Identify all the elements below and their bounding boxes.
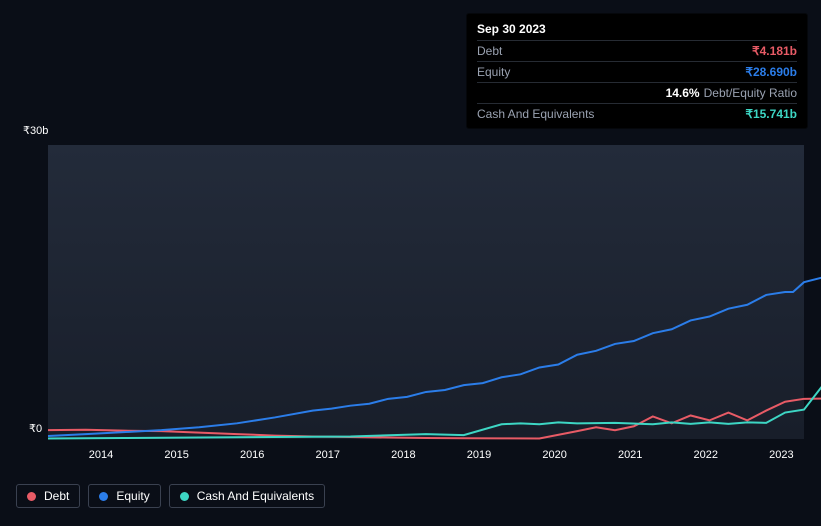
x-axis-tick: 2018 [391, 449, 415, 461]
tooltip-label: Debt [477, 44, 752, 58]
legend-item-debt[interactable]: Debt [16, 484, 80, 508]
tooltip-label: Cash And Equivalents [477, 107, 745, 121]
legend-dot-icon [99, 492, 108, 501]
x-axis-tick: 2022 [694, 449, 718, 461]
series-equity [48, 158, 821, 436]
legend-item-equity[interactable]: Equity [88, 484, 160, 508]
x-axis-labels: 2014 2015 2016 2017 2018 2019 2020 2021 2022 2023 [48, 449, 804, 465]
tooltip-ratio-label: Debt/Equity Ratio [704, 86, 797, 100]
legend-dot-icon [180, 492, 189, 501]
series-debt [48, 398, 821, 438]
tooltip-row-debt: Debt ₹4.181b [477, 40, 797, 61]
tooltip-value: ₹15.741b [745, 107, 797, 121]
tooltip-row-equity: Equity ₹28.690b [477, 61, 797, 82]
legend-label: Equity [116, 489, 149, 503]
x-axis-tick: 2014 [89, 449, 113, 461]
tooltip-ratio-value: 14.6% [666, 86, 700, 100]
legend-label: Debt [44, 489, 69, 503]
tooltip-label [477, 86, 666, 100]
tooltip-label: Equity [477, 65, 745, 79]
chart-legend: Debt Equity Cash And Equivalents [16, 484, 325, 508]
x-axis-tick: 2017 [316, 449, 340, 461]
tooltip-date: Sep 30 2023 [477, 20, 797, 40]
x-axis-tick: 2019 [467, 449, 491, 461]
y-axis-max: ₹30b [23, 124, 48, 137]
chart-svg [48, 145, 821, 439]
chart-tooltip: Sep 30 2023 Debt ₹4.181b Equity ₹28.690b… [467, 14, 807, 128]
legend-label: Cash And Equivalents [197, 489, 314, 503]
legend-item-cash-and-equivalents[interactable]: Cash And Equivalents [169, 484, 325, 508]
tooltip-value: ₹4.181b [752, 44, 797, 58]
x-axis-tick: 2020 [542, 449, 566, 461]
x-axis-tick: 2023 [769, 449, 793, 461]
tooltip-value: ₹28.690b [745, 65, 797, 79]
tooltip-row-ratio: 14.6% Debt/Equity Ratio [477, 82, 797, 103]
x-axis-tick: 2015 [164, 449, 188, 461]
chart-plot-area[interactable] [48, 145, 804, 439]
series-cash-and-equivalents [48, 285, 821, 439]
x-axis-tick: 2021 [618, 449, 642, 461]
y-axis-min: ₹0 [29, 422, 42, 435]
x-axis-tick: 2016 [240, 449, 264, 461]
legend-dot-icon [27, 492, 36, 501]
tooltip-row-cash: Cash And Equivalents ₹15.741b [477, 103, 797, 124]
